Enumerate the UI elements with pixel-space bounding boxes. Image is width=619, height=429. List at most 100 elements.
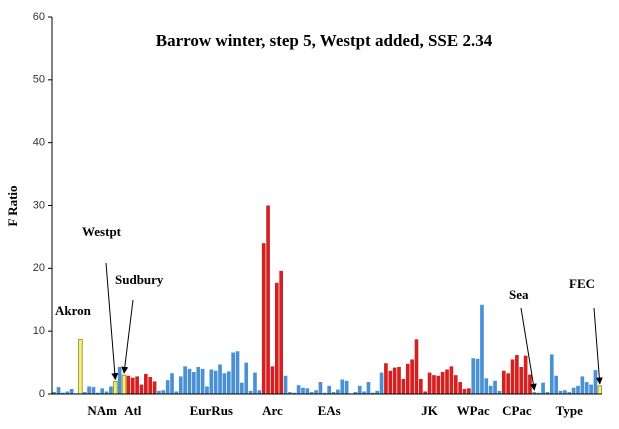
y-tick-label: 30 bbox=[33, 199, 45, 211]
bar bbox=[113, 381, 118, 395]
bar bbox=[510, 359, 515, 394]
bar bbox=[253, 372, 257, 394]
bar bbox=[205, 386, 209, 394]
bar bbox=[174, 391, 179, 394]
bar bbox=[279, 270, 283, 394]
bar bbox=[296, 385, 301, 394]
bar bbox=[152, 381, 157, 394]
x-group-label: NAm bbox=[87, 403, 117, 418]
bar bbox=[523, 355, 528, 394]
chart-title: Barrow winter, step 5, Westpt added, SSE… bbox=[156, 31, 493, 50]
bar bbox=[549, 354, 554, 394]
bar bbox=[453, 375, 458, 394]
bar bbox=[244, 362, 249, 394]
bar bbox=[165, 380, 170, 394]
annotation-arrow bbox=[105, 262, 119, 381]
bar bbox=[56, 387, 61, 394]
bar bbox=[161, 390, 166, 394]
bar bbox=[231, 352, 235, 394]
bar bbox=[519, 366, 524, 394]
bar bbox=[192, 372, 196, 394]
bar bbox=[301, 387, 305, 394]
bar bbox=[170, 373, 174, 394]
bar bbox=[554, 375, 558, 394]
bar bbox=[440, 372, 445, 394]
bar bbox=[545, 392, 550, 394]
x-group-label: WPac bbox=[457, 403, 490, 418]
bar bbox=[497, 390, 502, 394]
bar bbox=[69, 388, 74, 394]
bar bbox=[178, 376, 183, 394]
annotation: Akron bbox=[55, 303, 92, 318]
bar bbox=[410, 359, 414, 394]
bar bbox=[423, 391, 428, 394]
y-tick-label: 0 bbox=[39, 388, 45, 400]
bar bbox=[366, 382, 371, 394]
bar bbox=[257, 390, 262, 394]
bar bbox=[240, 382, 244, 394]
bar bbox=[209, 369, 214, 394]
y-axis-label: F Ratio bbox=[5, 185, 20, 226]
bar bbox=[462, 388, 467, 394]
bar bbox=[288, 392, 292, 394]
bar bbox=[379, 372, 384, 394]
bar bbox=[309, 392, 314, 394]
bar bbox=[218, 364, 222, 394]
bar bbox=[371, 392, 375, 394]
bar bbox=[274, 282, 279, 394]
x-group-label: Arc bbox=[262, 403, 283, 418]
bar bbox=[327, 385, 332, 394]
bar bbox=[61, 392, 65, 394]
bar bbox=[130, 377, 135, 394]
bar bbox=[536, 392, 541, 394]
bar bbox=[449, 366, 454, 394]
bar bbox=[283, 375, 288, 394]
bar bbox=[117, 366, 122, 394]
bar bbox=[593, 370, 598, 394]
bar bbox=[109, 386, 113, 394]
bar bbox=[261, 243, 266, 394]
bar bbox=[340, 379, 345, 394]
x-group-label: CPac bbox=[502, 403, 532, 418]
bar bbox=[458, 382, 462, 394]
bar bbox=[87, 386, 91, 394]
bar bbox=[78, 338, 83, 395]
annotation: Sudbury bbox=[115, 272, 164, 287]
bar bbox=[397, 366, 401, 394]
annotation: Westpt bbox=[82, 224, 122, 239]
bar bbox=[541, 382, 545, 394]
bar bbox=[104, 391, 109, 394]
y-tick-label: 10 bbox=[33, 325, 45, 337]
bar bbox=[196, 366, 201, 394]
bar bbox=[91, 387, 96, 394]
bar bbox=[126, 375, 131, 394]
bar bbox=[515, 355, 519, 394]
x-group-label: Type bbox=[556, 403, 583, 418]
x-group-label: EurRus bbox=[190, 403, 233, 418]
y-tick-label: 60 bbox=[33, 11, 45, 23]
annotation-arrow bbox=[593, 307, 603, 385]
y-tick-label: 40 bbox=[33, 137, 45, 149]
bar bbox=[375, 390, 380, 394]
y-tick-label: 50 bbox=[33, 74, 45, 86]
bar bbox=[567, 392, 572, 394]
bar bbox=[314, 390, 318, 394]
bar bbox=[292, 392, 297, 394]
bar bbox=[427, 372, 432, 394]
bar bbox=[353, 392, 358, 394]
bar bbox=[571, 387, 576, 394]
bar bbox=[589, 384, 593, 394]
bar bbox=[580, 376, 585, 394]
bar bbox=[148, 377, 153, 394]
bar bbox=[344, 380, 349, 394]
annotation: Sea bbox=[509, 287, 529, 302]
bar bbox=[419, 378, 423, 394]
bar bbox=[362, 391, 366, 394]
bar bbox=[493, 380, 497, 394]
bar bbox=[135, 376, 139, 394]
bar bbox=[336, 389, 340, 394]
bar bbox=[467, 388, 471, 394]
bar bbox=[187, 368, 192, 394]
bar bbox=[270, 366, 275, 394]
